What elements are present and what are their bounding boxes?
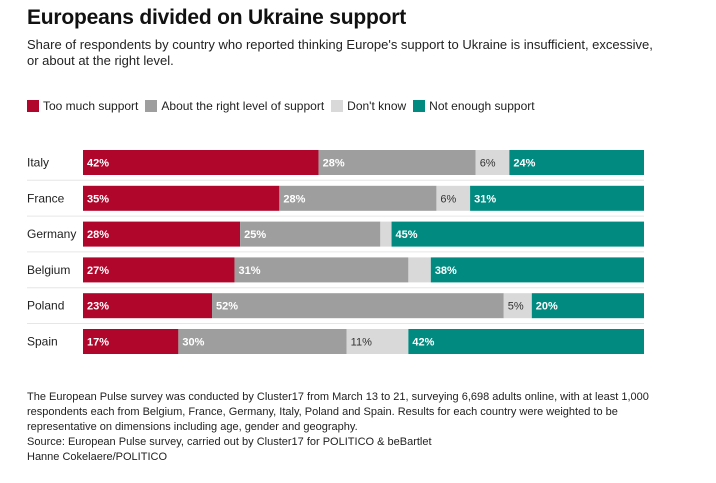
bar-poland-about-the-right-level-of-support <box>212 293 504 319</box>
category-label-spain: Spain <box>27 335 58 349</box>
legend-swatch <box>331 100 344 112</box>
data-label-belgium-not-enough-support: 38% <box>435 265 457 277</box>
legend-label: Not enough support <box>429 99 535 113</box>
bar-france-about-the-right-level-of-support <box>279 185 437 211</box>
data-label-germany-about-the-right-level-of-support: 25% <box>244 229 266 241</box>
bar-france-don-t-know <box>436 185 471 211</box>
category-label-italy: Italy <box>27 156 49 170</box>
bar-belgium-don-t-know <box>408 257 431 283</box>
legend: Too much support About the right level o… <box>27 98 542 114</box>
legend-item-too-much: Too much support <box>27 99 138 113</box>
category-label-belgium: Belgium <box>27 263 70 277</box>
category-label-germany: Germany <box>27 227 76 241</box>
data-label-france-not-enough-support: 31% <box>474 193 496 205</box>
data-label-italy-about-the-right-level-of-support: 28% <box>323 158 345 170</box>
data-label-spain-don-t-know: 11% <box>351 337 372 349</box>
bar-poland-too-much-support <box>83 293 213 319</box>
bar-france-not-enough-support <box>470 185 644 211</box>
bar-germany-about-the-right-level-of-support <box>240 221 381 247</box>
legend-label: About the right level of support <box>161 99 325 113</box>
bar-belgium-not-enough-support <box>430 257 644 283</box>
bar-germany-don-t-know <box>380 221 392 247</box>
bar-italy-don-t-know <box>475 150 510 175</box>
bar-belgium-too-much-support <box>83 257 235 283</box>
bar-italy-about-the-right-level-of-support <box>318 150 476 175</box>
bar-germany-not-enough-support <box>391 221 644 247</box>
data-label-italy-don-t-know: 6% <box>480 158 496 170</box>
bar-spain-about-the-right-level-of-support <box>178 329 347 354</box>
footnote: The European Pulse survey was conducted … <box>27 390 667 465</box>
data-label-italy-too-much-support: 42% <box>87 158 109 170</box>
bar-italy-not-enough-support <box>509 150 644 175</box>
bar-italy-too-much-support <box>83 150 319 175</box>
legend-swatch <box>27 100 39 112</box>
data-label-germany-too-much-support: 28% <box>87 229 109 241</box>
data-label-spain-too-much-support: 17% <box>87 337 109 349</box>
data-label-italy-not-enough-support: 24% <box>513 158 535 170</box>
credit-note: Hanne Cokelaere/POLITICO <box>27 451 168 463</box>
category-label-france: France <box>27 191 65 205</box>
legend-item-right-level: About the right level of support <box>145 99 324 113</box>
legend-swatch <box>145 100 158 112</box>
bar-spain-too-much-support <box>83 329 179 354</box>
legend-item-not-enough: Not enough support <box>413 99 535 113</box>
data-label-poland-not-enough-support: 20% <box>536 301 558 313</box>
data-label-spain-not-enough-support: 42% <box>412 337 434 349</box>
data-label-france-about-the-right-level-of-support: 28% <box>283 193 305 205</box>
chart-title: Europeans divided on Ukraine support <box>27 6 407 29</box>
data-label-germany-not-enough-support: 45% <box>396 229 418 241</box>
bar-spain-don-t-know <box>346 329 409 354</box>
data-label-spain-about-the-right-level-of-support: 30% <box>182 337 204 349</box>
data-label-poland-don-t-know: 5% <box>508 301 524 313</box>
legend-item-dont-know: Don't know <box>331 99 406 113</box>
bar-spain-not-enough-support <box>408 329 644 354</box>
bar-poland-don-t-know <box>503 293 532 319</box>
data-label-poland-about-the-right-level-of-support: 52% <box>216 301 238 313</box>
bar-germany-too-much-support <box>83 221 241 247</box>
category-label-poland: Poland <box>27 299 64 313</box>
source-note: Source: European Pulse survey, carried o… <box>27 436 432 448</box>
bar-france-too-much-support <box>83 185 280 211</box>
legend-label: Too much support <box>43 99 139 113</box>
bar-belgium-about-the-right-level-of-support <box>234 257 409 283</box>
data-label-poland-too-much-support: 23% <box>87 301 109 313</box>
data-label-belgium-about-the-right-level-of-support: 31% <box>238 265 260 277</box>
legend-label: Don't know <box>347 99 407 113</box>
chart-subtitle: Share of respondents by country who repo… <box>27 37 653 68</box>
data-label-france-don-t-know: 6% <box>440 193 456 205</box>
stacked-bar-chart: Italy 42% 28% 6% 24% France 35% 28% 6% 31% Germany… <box>27 150 644 354</box>
bar-poland-not-enough-support <box>531 293 644 319</box>
legend-swatch <box>413 100 426 112</box>
data-label-france-too-much-support: 35% <box>87 193 109 205</box>
data-label-belgium-too-much-support: 27% <box>87 265 109 277</box>
methodology-note: The European Pulse survey was conducted … <box>27 391 649 433</box>
